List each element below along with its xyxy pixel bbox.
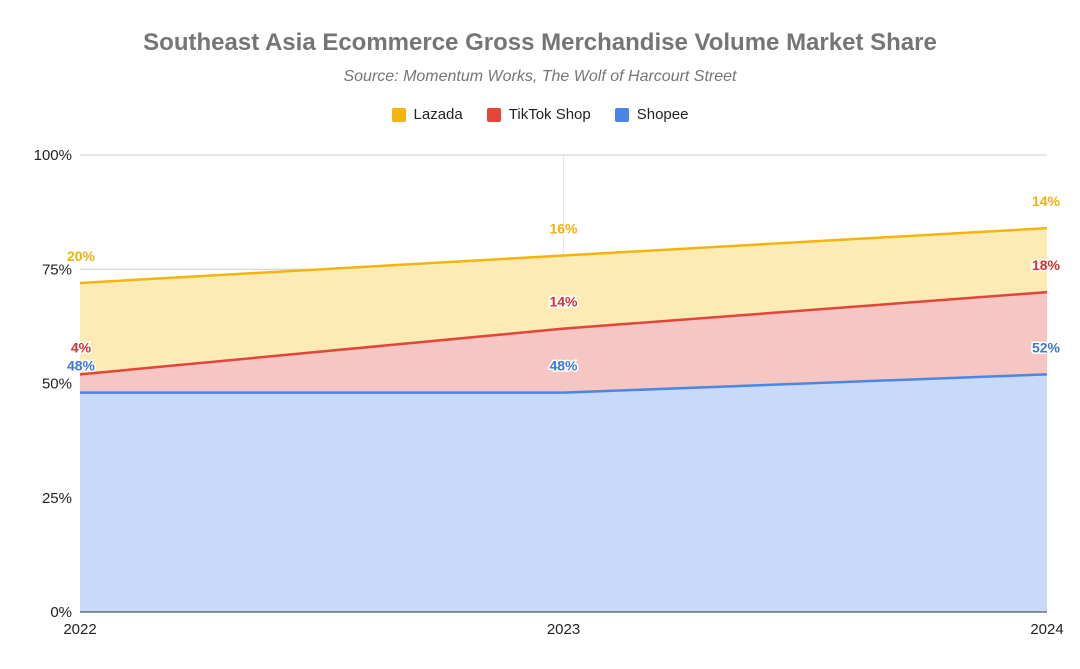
y-tick-label: 75% — [42, 261, 72, 278]
legend-swatch — [486, 107, 501, 122]
chart-subtitle: Source: Momentum Works, The Wolf of Harc… — [343, 68, 737, 85]
axes: 0% 25% 50% 75% 100% 2022 2023 2024 — [34, 147, 1064, 638]
legend-item-lazada: Lazada — [391, 106, 463, 123]
area-shopee — [80, 374, 1047, 612]
line-shopee — [80, 373, 1048, 394]
data-label-shopee: 48% — [549, 358, 578, 374]
legend-label: Shopee — [636, 106, 689, 123]
y-tick-label: 0% — [50, 604, 72, 621]
chart-title: Southeast Asia Ecommerce Gross Merchandi… — [143, 29, 937, 56]
data-label-shopee: 52% — [1032, 339, 1061, 355]
data-label-lazada: 20% — [67, 248, 96, 264]
area-lazada — [80, 228, 1047, 375]
y-tick-label: 100% — [34, 147, 72, 164]
data-label-tiktok-shop: 14% — [549, 294, 578, 310]
x-tick-label: 2023 — [547, 621, 580, 638]
area-tiktok-shop — [80, 292, 1047, 393]
series-lines — [79, 226, 1048, 394]
line-tiktok-shop — [79, 290, 1048, 376]
x-tick-label: 2024 — [1030, 621, 1063, 638]
legend-label: TikTok Shop — [508, 106, 591, 123]
line-lazada — [79, 226, 1048, 285]
data-label-tiktok-shop: 4% — [71, 339, 92, 355]
data-labels: 48% 48% 52% 4% 14% 18% 20% 16% 14% — [65, 192, 1062, 376]
legend-item-shopee: Shopee — [614, 106, 689, 123]
legend-item-tiktok-shop: TikTok Shop — [486, 106, 591, 123]
series-areas — [80, 228, 1047, 612]
data-label-shopee: 48% — [67, 358, 96, 374]
chart-legend: Lazada TikTok Shop Shopee — [0, 106, 1080, 123]
y-tick-label: 50% — [42, 376, 72, 393]
legend-swatch — [614, 107, 629, 122]
data-label-tiktok-shop: 18% — [1032, 257, 1061, 273]
y-tick-label: 25% — [42, 490, 72, 507]
data-label-lazada: 14% — [1032, 193, 1061, 209]
x-tick-label: 2022 — [63, 621, 96, 638]
legend-label: Lazada — [413, 106, 463, 123]
legend-swatch — [391, 107, 406, 122]
data-label-lazada: 16% — [549, 221, 578, 237]
